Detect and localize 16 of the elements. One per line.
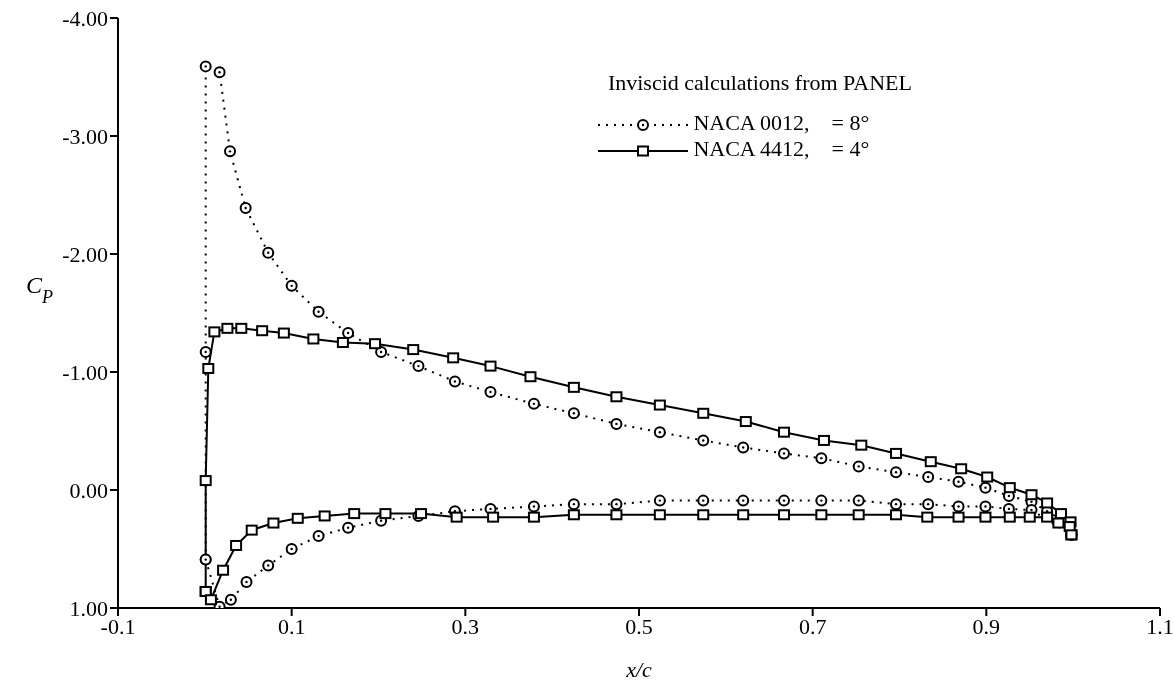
x-tick-label: 0.9 bbox=[972, 613, 1001, 639]
x-tick-label: 0.7 bbox=[798, 613, 827, 639]
y-tick-label: -4.00 bbox=[62, 5, 108, 31]
y-tick-label: -1.00 bbox=[62, 359, 108, 385]
x-tick-label: 0.1 bbox=[277, 613, 306, 639]
legend-label: NACA 0012, = 8° bbox=[692, 110, 871, 136]
legend-label: NACA 4412, = 4° bbox=[692, 136, 871, 162]
y-tick-label: -3.00 bbox=[62, 123, 108, 149]
y-axis-title: C$_{P}$ bbox=[26, 272, 54, 307]
x-tick-label: 1.1 bbox=[1146, 613, 1174, 639]
y-tick-label: 0.00 bbox=[69, 477, 108, 503]
y-tick-label: -2.00 bbox=[62, 241, 108, 267]
x-axis-title: x/c bbox=[625, 657, 653, 682]
x-tick-label: 0.3 bbox=[451, 613, 480, 639]
x-tick-label: 0.5 bbox=[625, 613, 653, 639]
legend-title: Inviscid calculations from PANEL bbox=[607, 70, 912, 96]
